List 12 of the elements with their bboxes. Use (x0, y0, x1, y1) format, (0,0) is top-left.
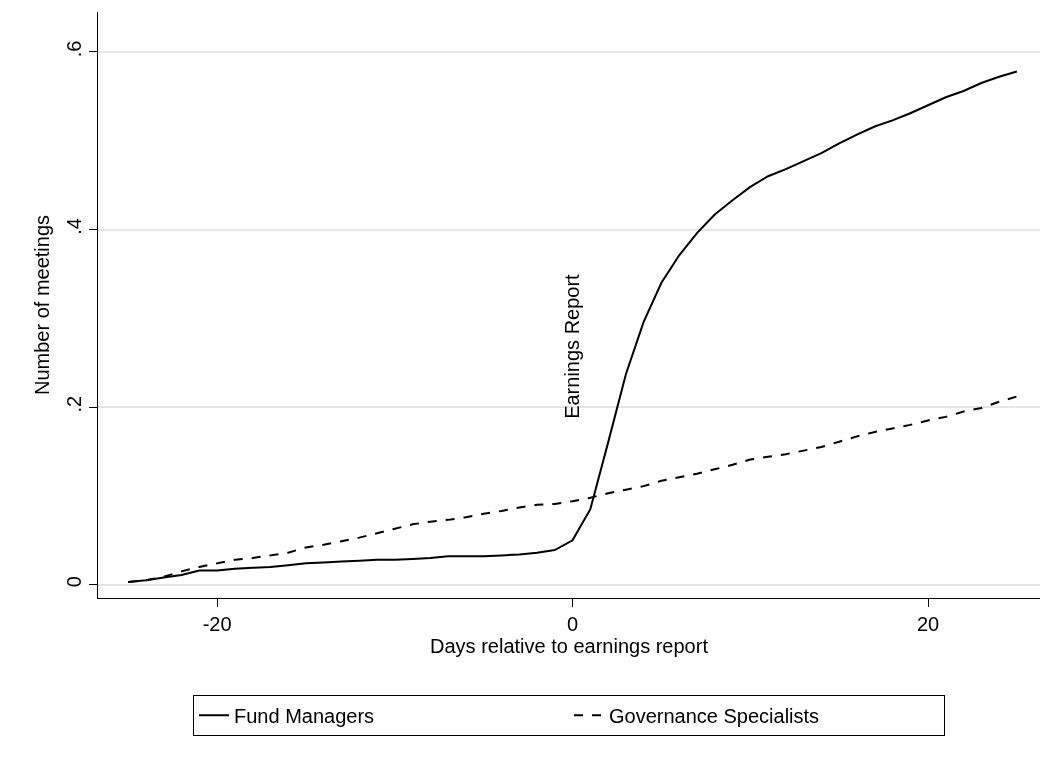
annotation: Earnings Report (560, 273, 583, 419)
x-axis-title: Days relative to earnings report (430, 635, 709, 657)
legend-label: Fund Managers (234, 704, 375, 727)
legend-label: Governance Specialists (609, 704, 820, 727)
y-tick-label: 0 (63, 576, 85, 588)
x-tick-label: 0 (566, 613, 579, 635)
y-tick-label: .2 (63, 395, 85, 413)
y-tick-label: .6 (63, 40, 85, 58)
y-tick-label: .4 (63, 218, 85, 235)
x-tick-label: -20 (202, 613, 232, 635)
x-tick-label: 20 (916, 613, 940, 635)
y-axis-title: Number of meetings (30, 214, 53, 396)
